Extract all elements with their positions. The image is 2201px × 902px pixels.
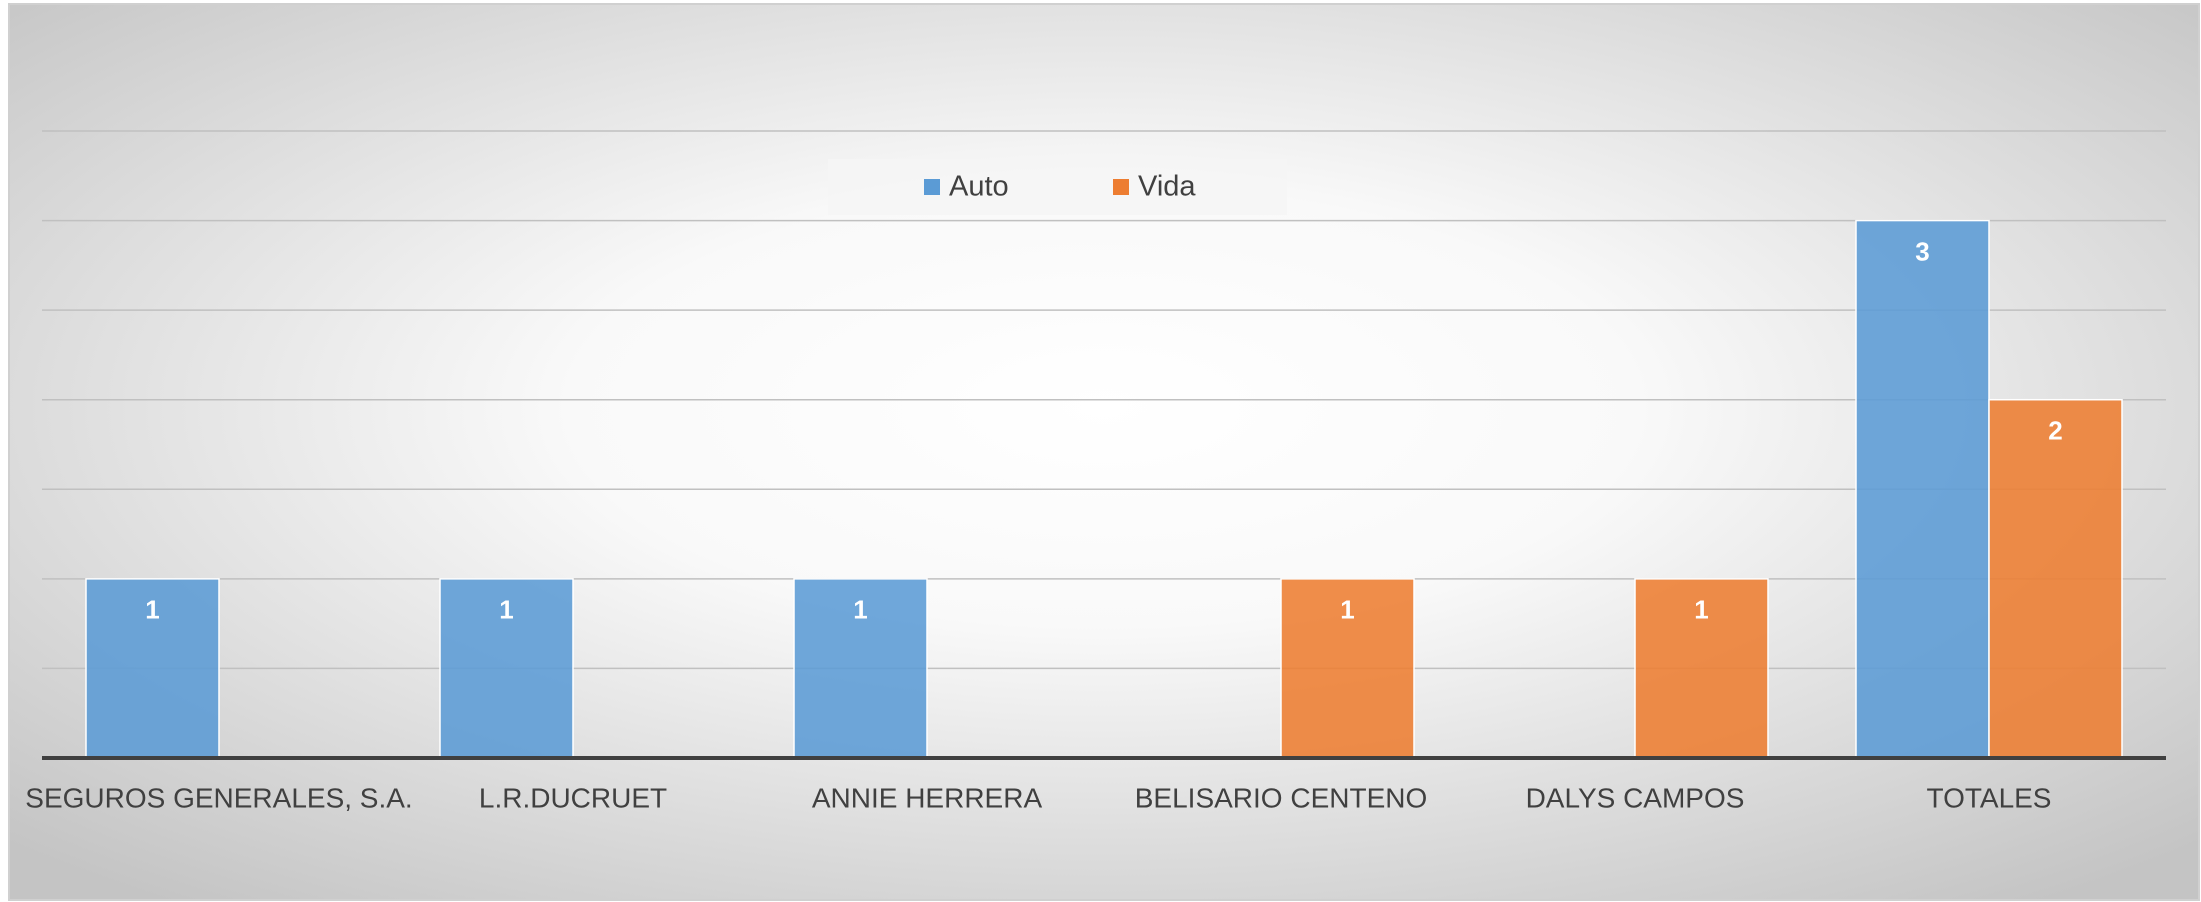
legend-label: Auto <box>949 171 1009 203</box>
legend-swatch <box>924 179 940 195</box>
x-tick-label: TOTALES <box>1926 782 2051 813</box>
data-label: 1 <box>853 595 867 625</box>
data-label: 3 <box>1915 236 1929 266</box>
bar <box>1280 578 1415 759</box>
x-tick-label: L.R.DUCRUET <box>479 782 667 813</box>
x-tick-label: DALYS CAMPOS <box>1526 782 1745 813</box>
bar <box>439 578 574 759</box>
data-label: 1 <box>499 595 513 625</box>
bar <box>1988 398 2123 759</box>
chart-background <box>8 3 2200 901</box>
x-tick-label: ANNIE HERRERA <box>812 782 1043 813</box>
data-label: 1 <box>145 595 159 625</box>
data-label: 2 <box>2048 416 2062 446</box>
bar <box>793 578 928 759</box>
legend-swatch <box>1113 179 1129 195</box>
x-tick-label: SEGUROS GENERALES, S.A. <box>25 782 412 813</box>
bar <box>85 578 220 759</box>
x-tick-label: BELISARIO CENTENO <box>1135 782 1428 813</box>
data-label: 1 <box>1694 595 1708 625</box>
legend-box <box>828 159 1287 215</box>
bar <box>1855 219 1990 759</box>
data-label: 1 <box>1340 595 1354 625</box>
legend-label: Vida <box>1138 171 1196 203</box>
bar <box>1634 578 1769 759</box>
